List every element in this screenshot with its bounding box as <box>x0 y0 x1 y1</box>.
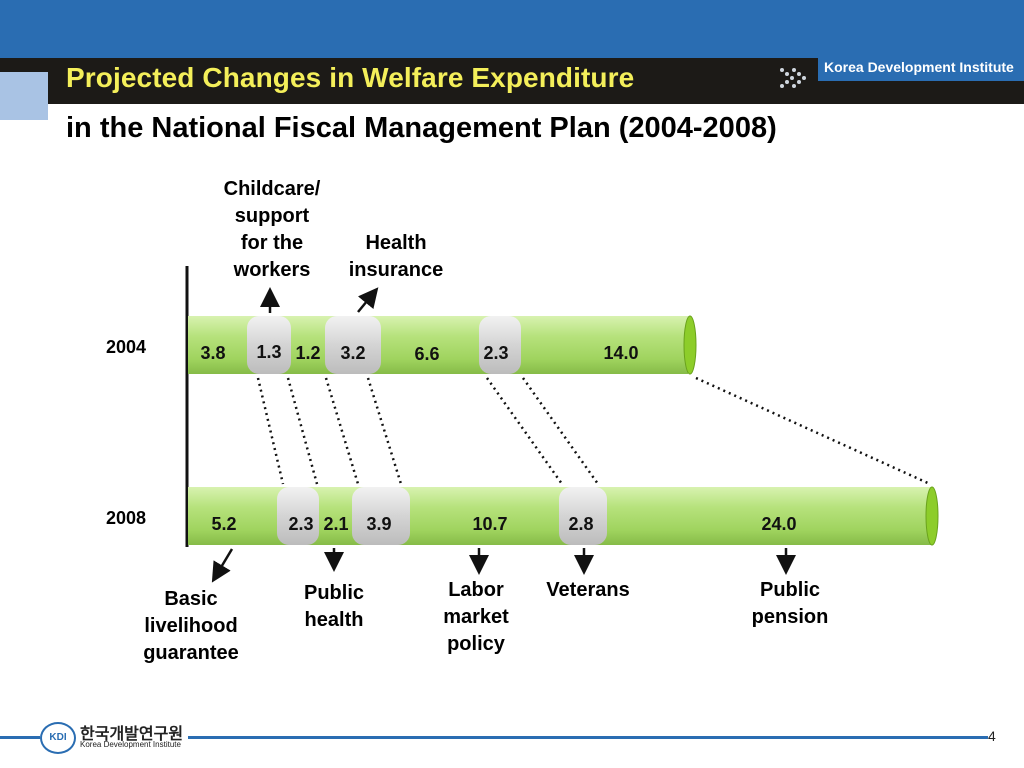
page-number: 4 <box>988 728 996 744</box>
category-health-insurance-line: insurance <box>348 259 444 281</box>
arrow-basic-livelihood <box>211 548 234 583</box>
segment-2004-childcare <box>247 316 291 374</box>
footer-rule-left <box>0 736 40 739</box>
category-public-pension-line: Public <box>759 579 820 601</box>
value-2004-public-health: 1.2 <box>295 343 320 363</box>
category-public-pension-line: pension <box>751 606 829 628</box>
arrow-health-insurance <box>357 287 379 313</box>
category-public-health-line: Public <box>303 582 364 604</box>
category-basic-livelihood: Basic livelihood guarantee <box>126 586 256 667</box>
bar-2004-end <box>683 315 697 375</box>
category-labor-market-line: market <box>443 606 509 628</box>
value-2004-basic-livelihood: 3.8 <box>200 343 225 363</box>
value-2004-veterans: 2.3 <box>483 343 508 363</box>
header-band <box>0 0 1024 58</box>
brand-arrows-icon <box>780 68 806 88</box>
value-2008-basic-livelihood: 5.2 <box>211 514 236 534</box>
year-label-2004: 2004 <box>106 337 147 357</box>
category-childcare-line: Childcare/ <box>223 178 321 200</box>
brand-name: Korea Development Institute <box>824 59 1014 75</box>
category-basic-livelihood-line: guarantee <box>143 642 239 664</box>
value-2008-labor-market: 10.7 <box>472 514 507 534</box>
category-labor-market: Labor market policy <box>426 577 526 658</box>
slide-title: Projected Changes in Welfare Expenditure <box>66 62 635 93</box>
category-health-insurance-line: Health <box>365 232 427 254</box>
footer-org-english: Korea Development Institute <box>80 740 181 749</box>
segment-2008-childcare <box>277 487 319 545</box>
category-childcare-line: workers <box>233 259 311 281</box>
decorative-square <box>0 72 48 120</box>
value-2008-public-health: 2.1 <box>323 514 348 534</box>
category-childcare-line: for the <box>240 232 304 254</box>
category-labor-market-line: policy <box>447 633 505 655</box>
value-2008-childcare: 2.3 <box>288 514 313 534</box>
value-2008-veterans: 2.8 <box>568 514 593 534</box>
bar-2008-end <box>925 486 939 546</box>
kdi-logo: KDI <box>40 722 76 754</box>
category-childcare: Childcare/ support for the workers <box>210 176 334 284</box>
category-public-health-line: health <box>304 609 364 631</box>
category-public-pension: Public pension <box>734 577 846 631</box>
bar-2004 <box>188 315 697 375</box>
category-basic-livelihood-line: Basic <box>164 588 218 610</box>
value-2008-health-insurance: 3.9 <box>366 514 391 534</box>
value-2008-public-pension: 24.0 <box>761 514 796 534</box>
bar-2008 <box>188 486 939 546</box>
brand-box <box>818 57 1024 81</box>
segment-2008-veterans <box>559 487 607 545</box>
value-2004-health-insurance: 3.2 <box>340 343 365 363</box>
segment-2004-health-insurance <box>325 316 381 374</box>
value-2004-childcare: 1.3 <box>256 342 281 362</box>
category-health-insurance: Health insurance <box>336 230 456 284</box>
footer-org-korean: 한국개발연구원 <box>80 726 184 743</box>
slide-subtitle: in the National Fiscal Management Plan (… <box>66 112 777 144</box>
segment-2004-veterans <box>479 316 521 374</box>
value-2004-labor-market: 6.6 <box>414 344 439 364</box>
connectors <box>256 376 931 486</box>
category-public-health: Public health <box>284 580 384 634</box>
footer-rule <box>188 736 988 739</box>
category-veterans: Veterans <box>546 579 630 601</box>
category-labor-market-line: Labor <box>448 579 504 601</box>
category-basic-livelihood-line: livelihood <box>144 615 238 637</box>
arrows <box>211 287 796 583</box>
category-childcare-line: support <box>234 205 310 227</box>
segment-2008-health-insurance <box>352 487 410 545</box>
year-label-2008: 2008 <box>106 508 147 528</box>
value-2004-public-pension: 14.0 <box>603 343 638 363</box>
